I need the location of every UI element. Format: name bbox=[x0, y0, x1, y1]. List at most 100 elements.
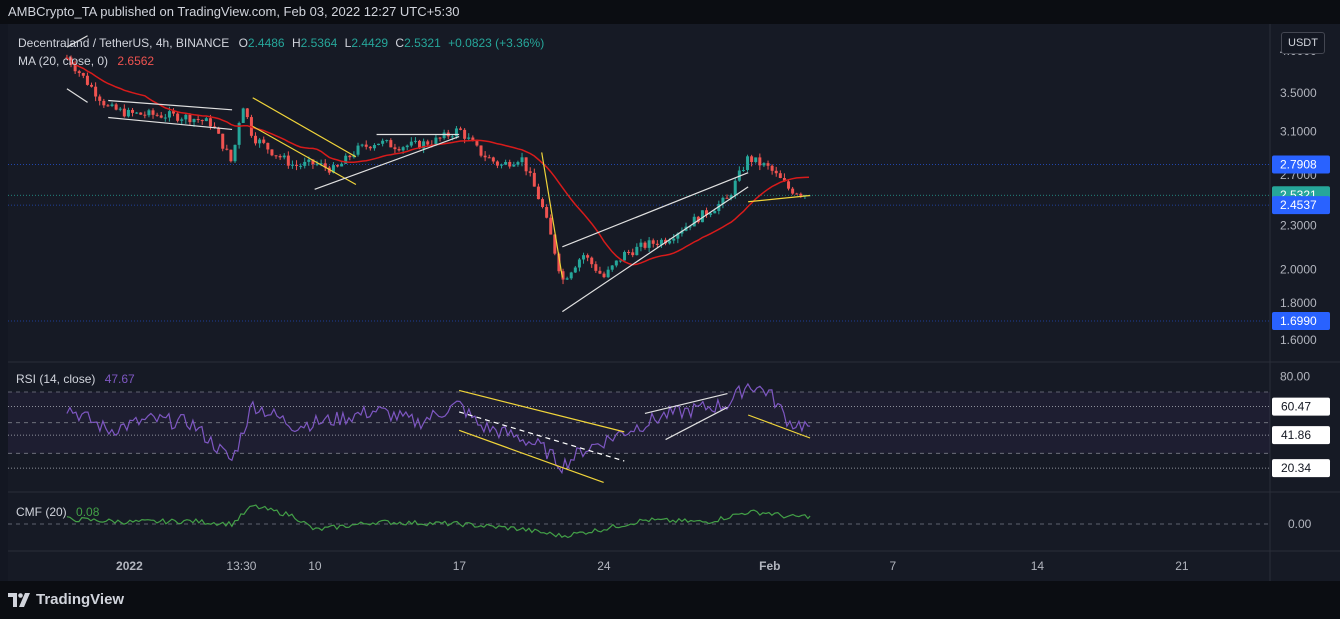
candle-body-25 bbox=[167, 111, 171, 118]
candle-body-71 bbox=[356, 145, 360, 155]
candle-body-132 bbox=[606, 269, 610, 278]
candle-body-114 bbox=[532, 172, 536, 187]
trendline-yellow-1 bbox=[252, 125, 357, 185]
trendline-white-0 bbox=[66, 88, 88, 103]
candle-body-24 bbox=[163, 117, 167, 119]
publisher-line: AMBCrypto_TA published on TradingView.co… bbox=[8, 4, 460, 19]
rsi-level-label-1: 41.86 bbox=[1281, 428, 1311, 442]
time-tick-label-2: 10 bbox=[308, 559, 322, 573]
open-value: 2.4486 bbox=[247, 36, 285, 50]
candle-body-11 bbox=[110, 104, 114, 106]
candle-body-105 bbox=[495, 161, 499, 166]
ma-label: MA (20, close, 0) bbox=[18, 54, 109, 68]
price-label-2: 2.4537 bbox=[1280, 198, 1317, 212]
candle-body-125 bbox=[577, 259, 581, 268]
time-tick-label-0: 2022 bbox=[116, 559, 143, 573]
candle-body-88 bbox=[426, 141, 430, 145]
candle-body-173 bbox=[774, 170, 778, 174]
candle-body-26 bbox=[172, 111, 176, 114]
open-label: O bbox=[238, 36, 248, 50]
candle-body-148 bbox=[672, 238, 676, 241]
candle-body-97 bbox=[463, 129, 467, 139]
trendline-white-3 bbox=[108, 116, 233, 131]
candle-body-75 bbox=[372, 145, 376, 149]
candle-body-2 bbox=[73, 64, 77, 72]
candle-body-77 bbox=[381, 140, 385, 144]
candle-body-84 bbox=[409, 141, 413, 146]
candle-body-65 bbox=[331, 165, 335, 173]
candle-body-140 bbox=[639, 242, 643, 247]
trendline-yellow-3 bbox=[748, 194, 811, 203]
rsi-tick-label-0: 80.00 bbox=[1280, 370, 1310, 384]
rsi-trendline-yellow-2 bbox=[747, 414, 811, 439]
candle-body-86 bbox=[418, 140, 422, 149]
tradingview-logo[interactable]: TradingView bbox=[8, 591, 124, 608]
candle-body-50 bbox=[270, 149, 274, 156]
candle-body-153 bbox=[692, 216, 696, 227]
candle-body-155 bbox=[700, 210, 704, 223]
currency-button[interactable]: USDT bbox=[1281, 32, 1325, 54]
candle-body-150 bbox=[680, 230, 684, 234]
chart-area[interactable]: 4.00003.50003.10002.70002.30002.00001.80… bbox=[8, 24, 1340, 581]
candle-body-91 bbox=[438, 137, 442, 139]
chart-svg[interactable]: 4.00003.50003.10002.70002.30002.00001.80… bbox=[8, 24, 1340, 581]
time-tick-label-8: 21 bbox=[1175, 559, 1189, 573]
candle-body-81 bbox=[397, 149, 401, 151]
rsi-trendline-white-1 bbox=[665, 406, 728, 441]
time-tick-label-1: 13:30 bbox=[226, 559, 256, 573]
low-label: L bbox=[344, 36, 352, 50]
candle-body-169 bbox=[758, 157, 762, 166]
candle-body-63 bbox=[323, 163, 327, 168]
candle-body-80 bbox=[393, 147, 397, 150]
candle-body-31 bbox=[192, 118, 196, 123]
candle-body-47 bbox=[258, 139, 262, 144]
candle-body-168 bbox=[754, 157, 758, 163]
trendline-white-2 bbox=[108, 99, 233, 111]
candle-body-142 bbox=[647, 240, 651, 248]
price-legend: Decentraland / TetherUS, 4h, BINANCE O2.… bbox=[18, 36, 544, 50]
candle-body-98 bbox=[467, 137, 471, 139]
trendline-white-6 bbox=[562, 172, 749, 248]
candle-body-34 bbox=[204, 118, 208, 122]
time-tick-label-6: 7 bbox=[889, 559, 896, 573]
candle-body-40 bbox=[229, 149, 233, 162]
candle-body-13 bbox=[118, 108, 122, 110]
ma-legend: MA (20, close, 0) 2.6562 bbox=[18, 54, 154, 68]
ma-line bbox=[66, 57, 810, 266]
candle-body-28 bbox=[180, 119, 184, 121]
candle-body-58 bbox=[303, 161, 307, 166]
candle-body-175 bbox=[782, 178, 786, 182]
candle-body-166 bbox=[746, 156, 750, 170]
candle-body-44 bbox=[245, 108, 249, 118]
candle-body-32 bbox=[196, 118, 200, 121]
candle-body-103 bbox=[487, 157, 491, 159]
candle-body-104 bbox=[491, 157, 495, 162]
candle-body-124 bbox=[573, 267, 577, 273]
candle-body-48 bbox=[262, 139, 266, 143]
candle-body-143 bbox=[651, 240, 655, 244]
candle-body-116 bbox=[541, 199, 545, 208]
candle-body-163 bbox=[733, 180, 737, 196]
candle-body-38 bbox=[221, 133, 225, 149]
candle-body-43 bbox=[241, 108, 245, 123]
candle-body-139 bbox=[635, 246, 639, 256]
candle-body-162 bbox=[729, 195, 733, 198]
candle-body-145 bbox=[659, 239, 663, 245]
candle-body-149 bbox=[676, 233, 680, 239]
candle-body-78 bbox=[385, 140, 389, 142]
candle-body-42 bbox=[237, 122, 241, 145]
rsi-legend: RSI (14, close) 47.67 bbox=[16, 372, 135, 386]
candle-body-121 bbox=[561, 271, 565, 280]
time-tick-label-7: 14 bbox=[1031, 559, 1045, 573]
candle-body-73 bbox=[364, 144, 368, 147]
candle-body-8 bbox=[98, 96, 102, 101]
cmf-legend: CMF (20) 0.08 bbox=[16, 505, 99, 519]
high-label: H bbox=[291, 36, 301, 50]
time-tick-label-4: 24 bbox=[597, 559, 611, 573]
candle-body-72 bbox=[360, 144, 364, 146]
candle-body-67 bbox=[340, 163, 344, 167]
candle-body-60 bbox=[311, 159, 315, 165]
candle-body-141 bbox=[643, 242, 647, 248]
candle-body-108 bbox=[508, 161, 512, 167]
price-tick-label-2: 3.1000 bbox=[1280, 124, 1317, 138]
